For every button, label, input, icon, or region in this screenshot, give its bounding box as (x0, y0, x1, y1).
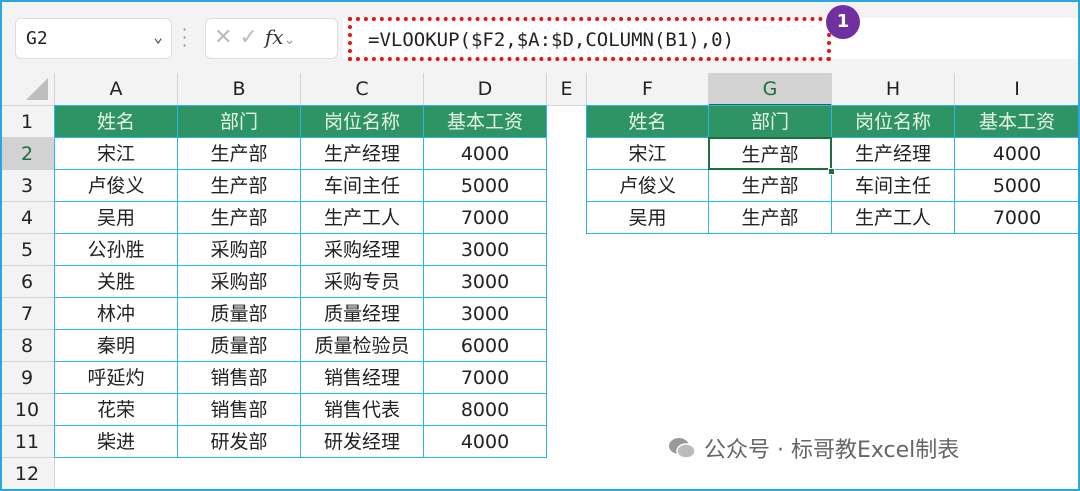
header-cell[interactable]: 部门 (708, 105, 832, 138)
header-cell[interactable]: 岗位名称 (831, 105, 955, 138)
column-header-f[interactable]: F (587, 73, 709, 106)
row-header-9[interactable]: 9 (0, 362, 55, 394)
table-cell[interactable]: 生产部 (177, 169, 301, 202)
table-cell[interactable]: 公孙胜 (54, 233, 178, 266)
table-cell[interactable]: 吴用 (54, 201, 178, 234)
table-cell[interactable]: 研发经理 (300, 425, 424, 458)
header-cell[interactable]: 姓名 (54, 105, 178, 138)
table-cell[interactable]: 4000 (423, 137, 547, 170)
table-cell[interactable]: 花荣 (54, 393, 178, 426)
table-cell[interactable]: 采购经理 (300, 233, 424, 266)
table-cell[interactable]: 卢俊义 (586, 169, 709, 202)
column-header-g[interactable]: G (709, 73, 832, 106)
table-cell[interactable]: 车间主任 (300, 169, 424, 202)
table-cell[interactable]: 3000 (423, 297, 547, 330)
table-cell[interactable]: 质量经理 (300, 297, 424, 330)
chevron-down-icon[interactable]: ⌄ (283, 32, 296, 48)
header-cell[interactable]: 姓名 (586, 105, 709, 138)
table-cell[interactable]: 生产部 (177, 201, 301, 234)
column-header-a[interactable]: A (55, 73, 178, 106)
header-cell[interactable]: 部门 (177, 105, 301, 138)
table-cell[interactable]: 8000 (423, 393, 547, 426)
row-header-8[interactable]: 8 (0, 330, 55, 362)
header-cell[interactable]: 岗位名称 (300, 105, 424, 138)
name-box-value: G2 (26, 28, 48, 49)
table-cell[interactable]: 研发部 (177, 425, 301, 458)
table-cell[interactable]: 7000 (423, 361, 547, 394)
table-cell[interactable]: 关胜 (54, 265, 178, 298)
chevron-down-icon[interactable]: ⌄ (153, 27, 163, 46)
column-header-b[interactable]: B (178, 73, 301, 106)
column-header-c[interactable]: C (301, 73, 424, 106)
row-header-7[interactable]: 7 (0, 298, 55, 330)
row-header-5[interactable]: 5 (0, 234, 55, 266)
table-cell[interactable]: 生产经理 (300, 137, 424, 170)
table-cell[interactable]: 质量部 (177, 329, 301, 362)
table-cell[interactable]: 采购部 (177, 265, 301, 298)
table-cell[interactable]: 卢俊义 (54, 169, 178, 202)
table-cell[interactable]: 生产部 (708, 169, 832, 202)
table-cell[interactable]: 7000 (423, 201, 547, 234)
step-badge: 1 (826, 5, 860, 39)
table-cell[interactable]: 生产工人 (831, 201, 955, 234)
table-cell[interactable]: 7000 (954, 201, 1080, 234)
formula-bar[interactable] (343, 18, 1080, 59)
table-cell[interactable]: 车间主任 (831, 169, 955, 202)
row-header-6[interactable]: 6 (0, 266, 55, 298)
table-cell[interactable]: 销售部 (177, 361, 301, 394)
row-header-10[interactable]: 10 (0, 394, 55, 426)
watermark: 公众号 · 标哥教Excel制表 (668, 432, 959, 464)
watermark-text: 公众号 · 标哥教Excel制表 (704, 438, 960, 463)
table-cell[interactable]: 5000 (423, 169, 547, 202)
table-cell[interactable]: 5000 (954, 169, 1080, 202)
column-header-i[interactable]: I (955, 73, 1080, 106)
table-cell[interactable]: 宋江 (586, 137, 709, 170)
table-cell[interactable]: 质量部 (177, 297, 301, 330)
row-header-11[interactable]: 11 (0, 426, 55, 458)
header-cell[interactable]: 基本工资 (954, 105, 1080, 138)
insert-function-icon[interactable]: fx (264, 25, 284, 49)
table-cell[interactable]: 生产部 (708, 201, 832, 234)
table-cell[interactable]: 4000 (423, 425, 547, 458)
table-cell[interactable]: 销售部 (177, 393, 301, 426)
table-cell[interactable]: 采购专员 (300, 265, 424, 298)
table-cell[interactable]: 宋江 (54, 137, 178, 170)
table-cell[interactable]: 呼延灼 (54, 361, 178, 394)
column-header-e[interactable]: E (547, 73, 587, 106)
select-all-button[interactable] (0, 73, 55, 106)
selected-cell[interactable]: 生产部 (708, 137, 832, 170)
name-box[interactable]: G2 ⌄ (15, 18, 172, 59)
table-cell[interactable]: 吴用 (586, 201, 709, 234)
wechat-icon (669, 438, 696, 459)
row-header-12[interactable]: 12 (0, 458, 55, 490)
drag-handle-icon[interactable]: · · · (182, 20, 188, 55)
table-cell[interactable]: 生产工人 (300, 201, 424, 234)
cancel-icon[interactable]: ✕ (214, 25, 233, 50)
table-cell[interactable]: 3000 (423, 233, 547, 266)
formula-input[interactable]: =VLOOKUP($F2,$A:$D,COLUMN(B1),0) (348, 17, 831, 61)
row-header-2[interactable]: 2 (0, 138, 55, 170)
fill-handle[interactable] (828, 168, 835, 175)
table-cell[interactable]: 林冲 (54, 297, 178, 330)
table-cell[interactable]: 柴进 (54, 425, 178, 458)
row-header-3[interactable]: 3 (0, 170, 55, 202)
table-cell[interactable]: 销售经理 (300, 361, 424, 394)
confirm-icon[interactable]: ✓ (239, 25, 258, 50)
table-cell[interactable]: 生产经理 (831, 137, 955, 170)
table-cell[interactable]: 采购部 (177, 233, 301, 266)
row-header-4[interactable]: 4 (0, 202, 55, 234)
table-cell[interactable]: 4000 (954, 137, 1080, 170)
table-cell[interactable]: 6000 (423, 329, 547, 362)
header-cell[interactable]: 基本工资 (423, 105, 547, 138)
table-cell[interactable]: 生产部 (177, 137, 301, 170)
table-cell[interactable]: 3000 (423, 265, 547, 298)
table-cell[interactable]: 销售代表 (300, 393, 424, 426)
row-header-1[interactable]: 1 (0, 106, 55, 138)
column-header-h[interactable]: H (832, 73, 955, 106)
table-cell[interactable]: 质量检验员 (300, 329, 424, 362)
formula-controls: ✕ ✓ fx⌄ (205, 18, 338, 59)
column-header-d[interactable]: D (424, 73, 547, 106)
table-cell[interactable]: 秦明 (54, 329, 178, 362)
